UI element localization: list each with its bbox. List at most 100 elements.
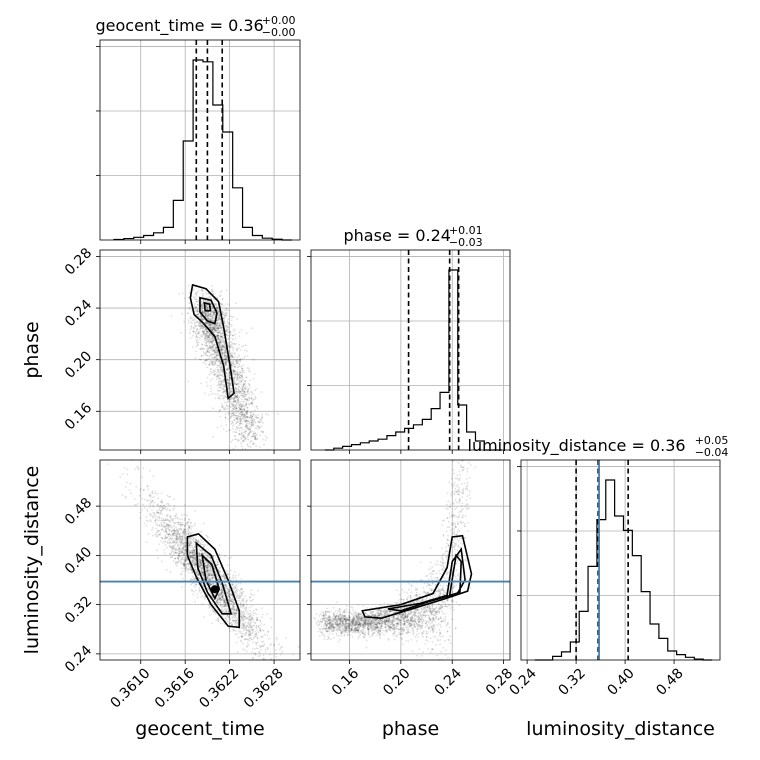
sample-point — [227, 412, 230, 414]
sample-point — [204, 342, 207, 345]
sample-point — [216, 357, 218, 359]
sample-point — [220, 326, 222, 329]
sample-point — [241, 591, 244, 594]
sample-point — [215, 324, 218, 327]
sample-point — [245, 412, 248, 415]
sample-point — [223, 605, 226, 608]
sample-point — [217, 354, 219, 357]
sample-point — [239, 412, 241, 415]
sample-point — [241, 375, 244, 378]
sample-point — [206, 314, 209, 317]
sample-point — [228, 387, 231, 390]
sample-point — [213, 351, 216, 354]
sample-point — [194, 550, 197, 553]
sample-point — [211, 363, 214, 366]
sample-point — [181, 292, 184, 295]
sample-point — [252, 442, 255, 445]
sample-point — [234, 333, 237, 336]
sample-point — [232, 408, 235, 410]
sample-point — [244, 633, 247, 635]
sample-point — [207, 315, 210, 317]
sample-point — [175, 548, 177, 550]
sample-point — [248, 639, 251, 642]
sample-point — [210, 314, 213, 317]
sample-point — [220, 371, 223, 374]
sample-point — [196, 310, 199, 312]
sample-point — [200, 325, 203, 328]
sample-point — [261, 415, 264, 417]
sample-point — [216, 563, 219, 566]
sample-point — [244, 601, 247, 603]
sample-point — [210, 329, 213, 331]
sample-point — [209, 326, 212, 329]
sample-point — [244, 349, 246, 351]
sample-point — [213, 344, 215, 347]
sample-point — [161, 536, 164, 539]
sample-point — [193, 305, 196, 308]
sample-point — [194, 303, 196, 305]
sample-point — [206, 566, 209, 569]
sample-point — [204, 314, 207, 316]
sample-point — [248, 432, 251, 434]
sample-point — [221, 352, 224, 354]
sample-point — [203, 311, 206, 314]
sample-point — [205, 561, 208, 564]
sample-point — [232, 363, 235, 366]
sample-point — [213, 326, 216, 329]
sample-point — [203, 344, 206, 346]
sample-point — [214, 370, 216, 373]
panel-geocent_time-luminosity_distance — [99, 459, 301, 661]
sample-point — [262, 430, 265, 433]
sample-point — [224, 362, 227, 364]
sample-point — [251, 417, 253, 419]
sample-point — [248, 417, 251, 419]
sample-point — [236, 362, 239, 365]
sample-point — [249, 428, 252, 431]
sample-point — [171, 538, 174, 540]
sample-point — [234, 392, 237, 394]
sample-point — [239, 406, 242, 408]
sample-point — [233, 401, 236, 403]
sample-point — [238, 331, 241, 334]
sample-point — [233, 397, 236, 399]
sample-point — [244, 615, 246, 618]
sample-point — [182, 530, 185, 533]
sample-point — [174, 551, 177, 554]
sample-point — [181, 570, 184, 572]
sample-point — [230, 364, 233, 366]
sample-point — [235, 641, 238, 644]
sample-point — [251, 638, 254, 641]
sample-point — [188, 292, 191, 295]
sample-point — [202, 327, 204, 329]
sample-point — [232, 405, 235, 408]
sample-point — [245, 376, 248, 379]
sample-point — [237, 388, 240, 391]
sample-point — [218, 381, 221, 383]
sample-point — [221, 380, 224, 382]
sample-point — [202, 348, 205, 350]
sample-point — [246, 406, 249, 409]
title-plus: +0.00 — [262, 14, 296, 27]
sample-point — [196, 328, 198, 331]
sample-point — [149, 470, 151, 472]
sample-point — [238, 589, 241, 592]
sample-point — [228, 618, 231, 621]
sample-point — [239, 418, 242, 420]
sample-point — [266, 634, 269, 637]
sample-point — [218, 315, 220, 318]
sample-point — [199, 327, 202, 330]
sample-point — [237, 373, 240, 376]
sample-point — [198, 586, 201, 589]
sample-point — [246, 427, 249, 430]
sample-point — [251, 420, 254, 423]
sample-point — [245, 403, 248, 406]
sample-point — [242, 383, 245, 386]
sample-point — [136, 465, 139, 468]
sample-point — [163, 522, 166, 524]
sample-point — [258, 420, 260, 423]
sample-point — [184, 545, 187, 548]
sample-point — [126, 468, 129, 471]
sample-point — [224, 406, 227, 409]
sample-point — [205, 314, 208, 317]
sample-point — [252, 392, 254, 395]
